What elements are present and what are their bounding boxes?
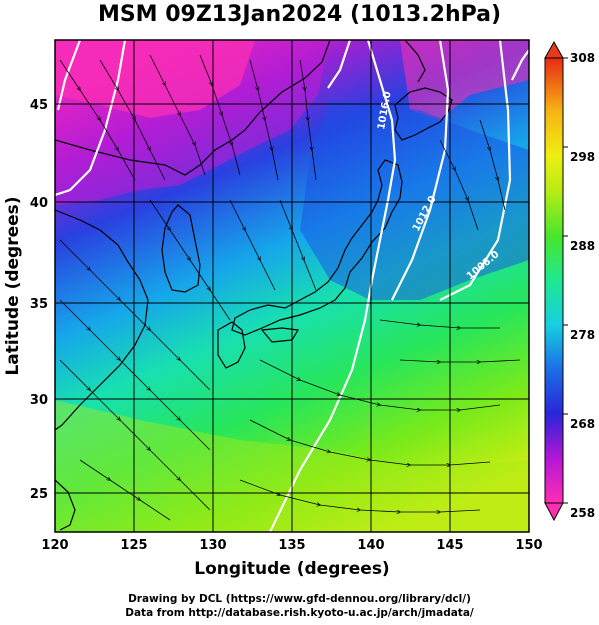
streamline (199, 54, 241, 176)
map-plot-area: 1016.0 1012.0 1008.0 (55, 40, 529, 532)
isobar-1016 (269, 40, 397, 532)
x-tick-label: 140 (357, 538, 384, 553)
streamlines (59, 54, 521, 521)
streamline (279, 199, 317, 291)
colorbar-label: 288 (570, 239, 595, 253)
streamline (99, 59, 166, 181)
streamline (59, 239, 211, 391)
x-tick-label: 130 (199, 538, 226, 553)
shikoku-island (260, 327, 299, 343)
x-tick-labels: 120 125 130 135 140 145 150 (41, 538, 542, 553)
isobar-1008 (439, 40, 512, 301)
colorbar-label: 298 (570, 150, 595, 164)
colorbar-min-triangle (544, 502, 564, 522)
streamline (249, 59, 279, 181)
x-tick-label: 135 (278, 538, 305, 553)
x-tick-label: 125 (120, 538, 147, 553)
streamline (399, 359, 521, 362)
x-tick-label: 145 (436, 538, 463, 553)
graticule (55, 40, 529, 532)
hokkaido-island (394, 87, 453, 141)
colorbar: 258 268 278 288 298 308 (544, 40, 595, 522)
plot-frame (54, 39, 530, 533)
cold-region-northeast (400, 40, 529, 120)
streamline (299, 59, 317, 181)
y-tick-label: 45 (30, 98, 48, 113)
y-tick-label: 30 (30, 393, 48, 408)
x-tick-label: 120 (41, 538, 68, 553)
isobar-northeast (511, 49, 529, 81)
y-tick-label: 25 (30, 487, 48, 502)
colorbar-scale (544, 57, 564, 504)
colorbar-tick-labels: 258 268 278 288 298 308 (570, 51, 595, 520)
footer-credit-data: Data from http://database.rish.kyoto-u.a… (125, 607, 474, 619)
streamline (149, 199, 231, 321)
streamline (259, 359, 501, 410)
isobar-north (327, 40, 352, 89)
y-tick-label: 40 (30, 196, 48, 211)
footer-credit-drawing: Drawing by DCL (https://www.gfd-dennou.o… (128, 593, 471, 605)
y-axis-label: Latitude (degrees) (3, 196, 23, 375)
blue-region-shading (300, 100, 529, 300)
colorbar-label: 308 (570, 51, 595, 65)
streamline (229, 199, 276, 291)
streamline (379, 319, 500, 328)
y-tick-labels: 25 30 35 40 45 (30, 98, 48, 502)
streamline (79, 459, 171, 521)
colorbar-label: 268 (570, 417, 595, 431)
streamline (479, 119, 506, 211)
y-tick-label: 35 (30, 297, 48, 312)
page-title: MSM 09Z13Jan2024 (1013.2hPa) (97, 2, 502, 27)
colorbar-label: 258 (570, 506, 595, 520)
isobars (55, 40, 529, 532)
colorbar-max-triangle (544, 40, 564, 59)
streamline (59, 59, 136, 181)
honshu-island (231, 159, 403, 336)
streamline (239, 479, 481, 512)
isobar-northwest (56, 40, 82, 111)
streamline (439, 139, 479, 231)
streamline (59, 299, 211, 451)
colorbar-label: 278 (570, 328, 595, 342)
taiwan-coastline (55, 479, 76, 531)
isobar-1012 (391, 40, 450, 301)
x-tick-label: 150 (515, 538, 542, 553)
streamline (59, 359, 211, 511)
streamline (149, 54, 206, 176)
colorbar-ticks (563, 57, 568, 504)
x-axis-label: Longitude (degrees) (194, 559, 389, 579)
sakhalin-coastline (404, 40, 426, 83)
kyushu-island (217, 321, 246, 369)
